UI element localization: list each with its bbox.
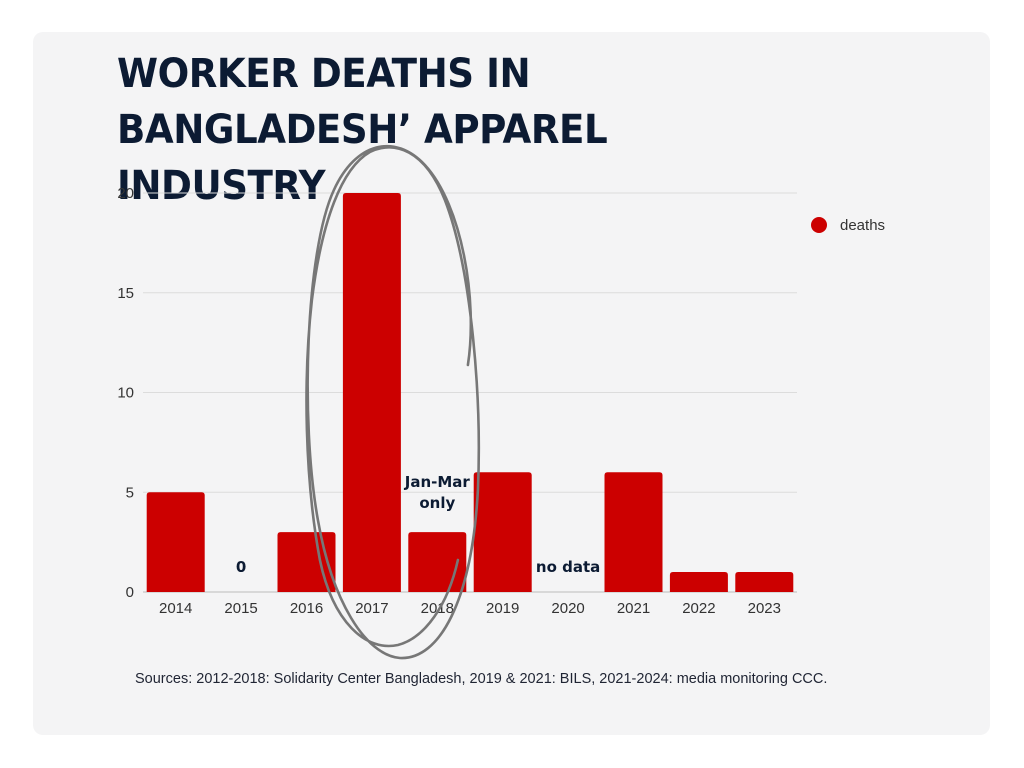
- y-tick-label: 10: [117, 385, 134, 402]
- legend-label: deaths: [840, 217, 885, 234]
- bar-2023: [735, 572, 794, 592]
- annotation-label: Jan-Mar: [404, 473, 471, 491]
- bar-2019: [473, 472, 532, 592]
- y-tick-label: 20: [117, 185, 134, 202]
- x-tick-label: 2014: [159, 600, 192, 617]
- x-tick-label: 2016: [290, 600, 323, 617]
- annotation-label: 0: [236, 558, 246, 576]
- chart-title: WORKER DEATHS IN BANGLADESH’ APPAREL IND…: [117, 51, 608, 209]
- highlight-circle: [305, 144, 481, 660]
- chart-card: [33, 32, 990, 735]
- x-tick-label: 2023: [748, 600, 781, 617]
- legend-marker: [811, 217, 827, 233]
- x-tick-label: 2015: [224, 600, 257, 617]
- source-note: Sources: 2012-2018: Solidarity Center Ba…: [135, 671, 828, 687]
- annotation-label: only: [419, 494, 455, 512]
- y-tick-label: 5: [126, 484, 134, 501]
- x-tick-label: 2019: [486, 600, 519, 617]
- bar-2018: [408, 532, 467, 592]
- x-tick-label: 2018: [421, 600, 454, 617]
- x-tick-label: 2021: [617, 600, 650, 617]
- bar-2016: [277, 532, 336, 592]
- x-tick-label: 2020: [551, 600, 584, 617]
- bar-2014: [146, 492, 205, 592]
- y-tick-label: 0: [126, 584, 134, 601]
- bar-2021: [604, 472, 663, 592]
- annotation-label: no data: [536, 558, 600, 576]
- bar-2017: [342, 193, 401, 592]
- x-tick-label: 2017: [355, 600, 388, 617]
- y-tick-label: 15: [117, 285, 134, 302]
- x-tick-label: 2022: [682, 600, 715, 617]
- bar-2022: [669, 572, 728, 592]
